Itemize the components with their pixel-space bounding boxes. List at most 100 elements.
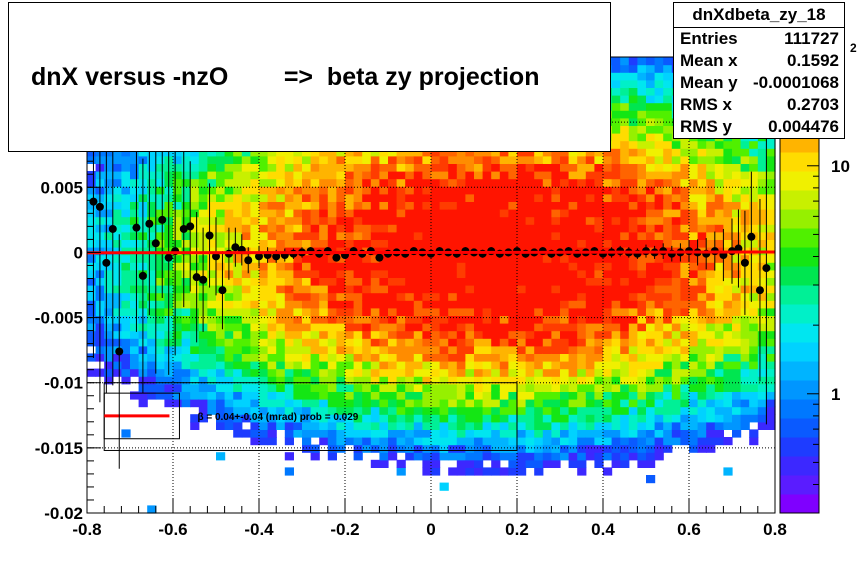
heatmap-cell: [706, 361, 716, 370]
heatmap-cell: [714, 399, 724, 408]
heatmap-cell: [706, 399, 716, 408]
profile-point: [332, 253, 341, 262]
heatmap-cell: [293, 239, 303, 248]
heatmap-cell: [388, 361, 398, 370]
heatmap-cell: [611, 345, 621, 354]
heatmap-cell: [551, 399, 561, 408]
heatmap-cell: [388, 330, 398, 339]
heatmap-cell: [267, 171, 277, 180]
stats-row-rms-x: RMS x 0.2703: [680, 94, 839, 116]
heatmap-cell: [628, 368, 638, 377]
heatmap-cell: [568, 277, 578, 286]
heatmap-cell: [250, 231, 260, 240]
heatmap-cell: [663, 330, 673, 339]
heatmap-cell: [517, 262, 527, 271]
heatmap-cell: [611, 315, 621, 324]
heatmap-cell: [620, 414, 630, 423]
heatmap-cell: [267, 338, 277, 347]
heatmap-cell: [439, 399, 449, 408]
heatmap-cell: [121, 224, 131, 233]
heatmap-cell: [551, 353, 561, 362]
heatmap-cell: [671, 300, 681, 309]
heatmap-cell: [327, 216, 337, 225]
heatmap-cell: [663, 95, 673, 104]
heatmap-cell: [293, 300, 303, 309]
heatmap-cell: [577, 459, 587, 468]
heatmap-cell: [439, 186, 449, 195]
heatmap-cell: [370, 292, 380, 301]
heatmap-cell: [620, 95, 630, 104]
heatmap-cell: [620, 57, 630, 66]
heatmap-cell: [646, 133, 656, 142]
heatmap-cell: [654, 353, 664, 362]
heatmap-cell: [370, 269, 380, 278]
heatmap-cell: [207, 201, 217, 210]
heatmap-cell: [732, 414, 742, 423]
heatmap-cell: [284, 437, 294, 446]
heatmap-cell: [353, 292, 363, 301]
heatmap-cell: [181, 315, 191, 324]
heatmap-cell: [198, 338, 208, 347]
heatmap-cell: [697, 323, 707, 332]
heatmap-cell: [637, 406, 647, 415]
heatmap-cell: [740, 383, 750, 392]
heatmap-cell: [396, 414, 406, 423]
heatmap-cell: [654, 323, 664, 332]
heatmap-cell: [198, 201, 208, 210]
color-scale-band: [780, 209, 819, 229]
heatmap-cell: [250, 285, 260, 294]
profile-point: [762, 264, 771, 273]
heatmap-cell: [551, 231, 561, 240]
heatmap-cell: [628, 87, 638, 96]
heatmap-cell: [577, 231, 587, 240]
heatmap-cell: [241, 368, 251, 377]
heatmap-cell: [130, 247, 140, 256]
heatmap-cell: [216, 148, 226, 157]
heatmap-cell: [637, 323, 647, 332]
heatmap-cell: [551, 361, 561, 370]
heatmap-cell: [646, 201, 656, 210]
heatmap-cell: [465, 368, 475, 377]
heatmap-cell: [534, 459, 544, 468]
heatmap-cell: [405, 345, 415, 354]
heatmap-cell: [594, 209, 604, 218]
heatmap-cell: [327, 148, 337, 157]
heatmap-cell: [112, 247, 122, 256]
heatmap-cell: [422, 459, 432, 468]
heatmap-cell: [216, 376, 226, 385]
heatmap-cell: [233, 186, 243, 195]
heatmap-cell: [224, 171, 234, 180]
heatmap-cell: [405, 277, 415, 286]
heatmap-cell: [603, 216, 613, 225]
heatmap-cell: [336, 444, 346, 453]
heatmap-cell: [147, 315, 157, 324]
heatmap-cell: [379, 383, 389, 392]
heatmap-cell: [671, 216, 681, 225]
heatmap-cell: [517, 391, 527, 400]
heatmap-cell: [671, 383, 681, 392]
heatmap-cell: [336, 399, 346, 408]
heatmap-cell: [508, 459, 518, 468]
heatmap-cell: [723, 292, 733, 301]
heatmap-cell: [310, 186, 320, 195]
heatmap-cell: [284, 406, 294, 415]
heatmap-cell: [663, 254, 673, 263]
heatmap-cell: [147, 239, 157, 248]
heatmap-cell: [241, 231, 251, 240]
heatmap-cell: [422, 429, 432, 438]
heatmap-cell: [603, 368, 613, 377]
heatmap-cell: [551, 414, 561, 423]
heatmap-cell: [302, 338, 312, 347]
heatmap-cell: [327, 277, 337, 286]
heatmap-cell: [482, 467, 492, 476]
heatmap-cell: [379, 437, 389, 446]
heatmap-cell: [396, 368, 406, 377]
heatmap-cell: [525, 262, 535, 271]
heatmap-cell: [714, 269, 724, 278]
heatmap-cell: [525, 399, 535, 408]
heatmap-cell: [689, 323, 699, 332]
heatmap-cell: [302, 231, 312, 240]
heatmap-cell: [663, 178, 673, 187]
heatmap-cell: [396, 353, 406, 362]
heatmap-cell: [379, 391, 389, 400]
